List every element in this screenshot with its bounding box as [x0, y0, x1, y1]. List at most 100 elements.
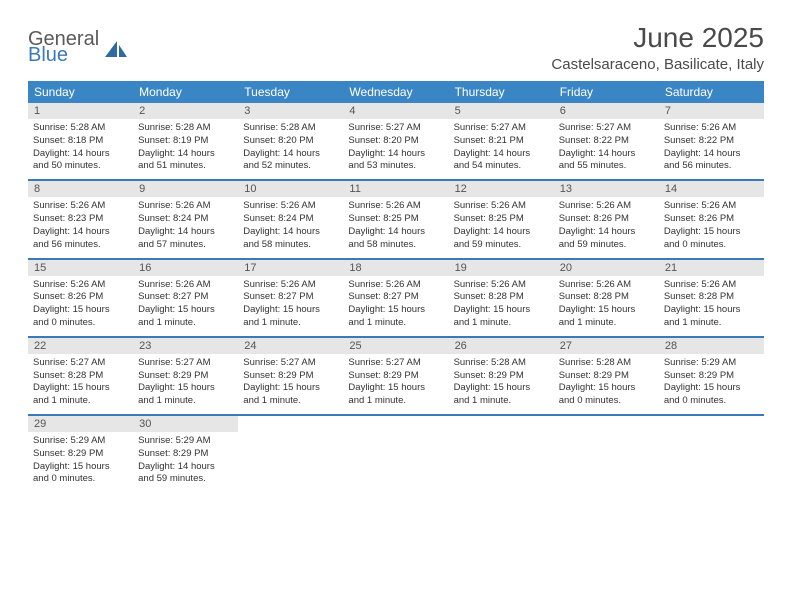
location-subtitle: Castelsaraceno, Basilicate, Italy	[551, 56, 764, 73]
sunset-text: Sunset: 8:29 PM	[348, 370, 443, 383]
daylight-text-2: and 1 minute.	[454, 395, 549, 408]
day-number: 27	[554, 338, 659, 354]
day-details: Sunrise: 5:29 AMSunset: 8:29 PMDaylight:…	[28, 432, 133, 492]
daylight-text-1: Daylight: 15 hours	[243, 382, 338, 395]
day-number: 26	[449, 338, 554, 354]
daylight-text-2: and 52 minutes.	[243, 160, 338, 173]
daylight-text-1: Daylight: 15 hours	[454, 304, 549, 317]
day-number: 17	[238, 260, 343, 276]
day-cell: 25Sunrise: 5:27 AMSunset: 8:29 PMDayligh…	[343, 338, 448, 414]
daylight-text-1: Daylight: 14 hours	[33, 148, 128, 161]
day-cell: 3Sunrise: 5:28 AMSunset: 8:20 PMDaylight…	[238, 103, 343, 179]
daylight-text-2: and 53 minutes.	[348, 160, 443, 173]
sunset-text: Sunset: 8:28 PM	[454, 291, 549, 304]
day-cell: 14Sunrise: 5:26 AMSunset: 8:26 PMDayligh…	[659, 181, 764, 257]
daylight-text-2: and 1 minute.	[348, 395, 443, 408]
daylight-text-1: Daylight: 14 hours	[138, 461, 233, 474]
sunset-text: Sunset: 8:29 PM	[454, 370, 549, 383]
day-cell: 12Sunrise: 5:26 AMSunset: 8:25 PMDayligh…	[449, 181, 554, 257]
sunrise-text: Sunrise: 5:26 AM	[559, 279, 654, 292]
sunrise-text: Sunrise: 5:26 AM	[33, 200, 128, 213]
day-cell	[238, 416, 343, 492]
calendar-grid: Sunday Monday Tuesday Wednesday Thursday…	[28, 81, 764, 492]
sunset-text: Sunset: 8:27 PM	[348, 291, 443, 304]
daylight-text-1: Daylight: 14 hours	[559, 226, 654, 239]
daylight-text-1: Daylight: 14 hours	[454, 148, 549, 161]
daylight-text-1: Daylight: 15 hours	[138, 382, 233, 395]
day-details: Sunrise: 5:28 AMSunset: 8:29 PMDaylight:…	[449, 354, 554, 414]
daylight-text-1: Daylight: 14 hours	[454, 226, 549, 239]
day-number: 20	[554, 260, 659, 276]
daylight-text-1: Daylight: 15 hours	[348, 304, 443, 317]
day-number: 30	[133, 416, 238, 432]
day-details: Sunrise: 5:26 AMSunset: 8:27 PMDaylight:…	[238, 276, 343, 336]
week-row: 8 Sunrise: 5:26 AMSunset: 8:23 PM Daylight…	[28, 181, 764, 259]
daylight-text-1: Daylight: 14 hours	[243, 148, 338, 161]
dow-monday: Monday	[133, 81, 238, 103]
day-cell: 21Sunrise: 5:26 AMSunset: 8:28 PMDayligh…	[659, 260, 764, 336]
day-cell: 15Sunrise: 5:26 AMSunset: 8:26 PMDayligh…	[28, 260, 133, 336]
day-details: Sunrise: 5:26 AMSunset: 8:25 PMDaylight:…	[343, 197, 448, 257]
day-details: Sunrise: 5:26 AMSunset: 8:28 PMDaylight:…	[554, 276, 659, 336]
daylight-text-1: Daylight: 14 hours	[138, 226, 233, 239]
sunset-text: Sunset: 8:21 PM	[454, 135, 549, 148]
brand-logo: General Blue	[28, 22, 129, 65]
day-details: Sunrise: 5:27 AMSunset: 8:29 PMDaylight:…	[343, 354, 448, 414]
sunset-text: Sunset: 8:29 PM	[559, 370, 654, 383]
sunrise-text: Sunrise: 5:28 AM	[559, 357, 654, 370]
daylight-text-2: and 1 minute.	[243, 317, 338, 330]
day-details: Sunrise: 5:27 AMSunset: 8:29 PMDaylight:…	[238, 354, 343, 414]
daylight-text-1: Daylight: 14 hours	[243, 226, 338, 239]
daylight-text-2: and 56 minutes.	[664, 160, 759, 173]
title-block: June 2025 Castelsaraceno, Basilicate, It…	[551, 22, 764, 73]
day-details: Sunrise: 5:27 AMSunset: 8:21 PMDaylight:…	[449, 119, 554, 179]
day-cell	[659, 416, 764, 492]
day-number: 24	[238, 338, 343, 354]
sunset-text: Sunset: 8:29 PM	[138, 448, 233, 461]
day-details: Sunrise: 5:26 AMSunset: 8:26 PMDaylight:…	[28, 276, 133, 336]
daylight-text-1: Daylight: 14 hours	[348, 226, 443, 239]
daylight-text-1: Daylight: 14 hours	[348, 148, 443, 161]
daylight-text-1: Daylight: 15 hours	[33, 304, 128, 317]
daylight-text-1: Daylight: 15 hours	[664, 382, 759, 395]
day-cell: 22Sunrise: 5:27 AMSunset: 8:28 PMDayligh…	[28, 338, 133, 414]
day-number: 13	[554, 181, 659, 197]
sunset-text: Sunset: 8:19 PM	[138, 135, 233, 148]
day-number: 8	[28, 181, 133, 197]
dow-wednesday: Wednesday	[343, 81, 448, 103]
day-cell: 26Sunrise: 5:28 AMSunset: 8:29 PMDayligh…	[449, 338, 554, 414]
daylight-text-1: Daylight: 15 hours	[243, 304, 338, 317]
daylight-text-1: Daylight: 15 hours	[559, 382, 654, 395]
day-cell: 23Sunrise: 5:27 AMSunset: 8:29 PMDayligh…	[133, 338, 238, 414]
sunset-text: Sunset: 8:26 PM	[664, 213, 759, 226]
day-cell	[554, 416, 659, 492]
daylight-text-2: and 0 minutes.	[559, 395, 654, 408]
sunrise-text: Sunrise: 5:27 AM	[33, 357, 128, 370]
day-number: 11	[343, 181, 448, 197]
day-details: Sunrise: 5:26 AMSunset: 8:24 PMDaylight:…	[133, 197, 238, 257]
sunrise-text: Sunrise: 5:28 AM	[138, 122, 233, 135]
week-row: 1Sunrise: 5:28 AMSunset: 8:18 PMDaylight…	[28, 103, 764, 181]
daylight-text-2: and 1 minute.	[348, 317, 443, 330]
day-details: Sunrise: 5:26 AMSunset: 8:24 PMDaylight:…	[238, 197, 343, 257]
day-of-week-header: Sunday Monday Tuesday Wednesday Thursday…	[28, 81, 764, 103]
sunrise-text: Sunrise: 5:27 AM	[138, 357, 233, 370]
brand-text: General Blue	[28, 30, 99, 65]
day-details: Sunrise: 5:28 AMSunset: 8:29 PMDaylight:…	[554, 354, 659, 414]
day-number: 16	[133, 260, 238, 276]
sunset-text: Sunset: 8:29 PM	[138, 370, 233, 383]
sunset-text: Sunset: 8:28 PM	[664, 291, 759, 304]
sunset-text: Sunset: 8:23 PM	[33, 213, 128, 226]
daylight-text-2: and 59 minutes.	[454, 239, 549, 252]
day-details: Sunrise: 5:26 AMSunset: 8:28 PMDaylight:…	[449, 276, 554, 336]
daylight-text-1: Daylight: 14 hours	[559, 148, 654, 161]
day-cell: 7Sunrise: 5:26 AMSunset: 8:22 PMDaylight…	[659, 103, 764, 179]
day-details: Sunrise: 5:26 AMSunset: 8:22 PMDaylight:…	[659, 119, 764, 179]
sunset-text: Sunset: 8:18 PM	[33, 135, 128, 148]
daylight-text-2: and 1 minute.	[243, 395, 338, 408]
sunset-text: Sunset: 8:22 PM	[664, 135, 759, 148]
sunrise-text: Sunrise: 5:29 AM	[33, 435, 128, 448]
day-details: Sunrise: 5:26 AMSunset: 8:27 PMDaylight:…	[343, 276, 448, 336]
daylight-text-2: and 1 minute.	[138, 317, 233, 330]
day-cell: 30Sunrise: 5:29 AMSunset: 8:29 PMDayligh…	[133, 416, 238, 492]
